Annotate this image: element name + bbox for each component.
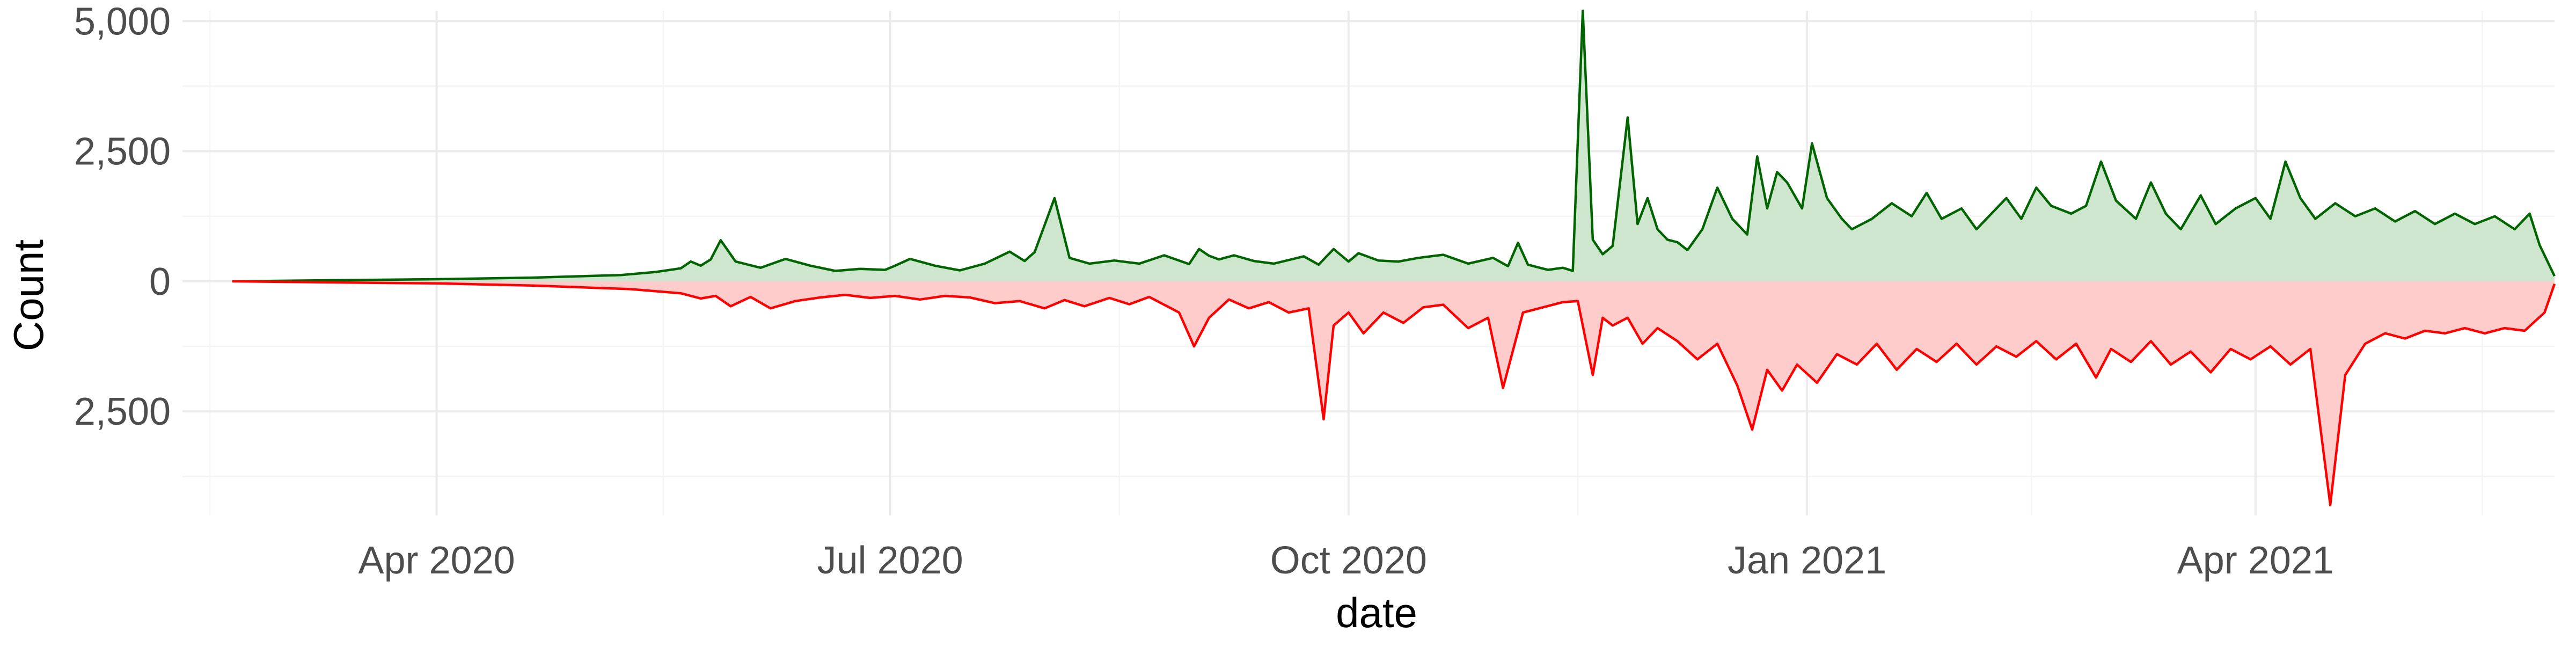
y-axis-title: Count bbox=[5, 239, 52, 351]
y-axis-tick-labels: 5,000 2,500 0 2,500 bbox=[74, 0, 171, 433]
y-tick-label: 2,500 bbox=[74, 130, 171, 173]
series-area-positive bbox=[232, 11, 2555, 281]
y-tick-label: 0 bbox=[149, 260, 171, 303]
y-tick-label: 5,000 bbox=[74, 0, 171, 43]
x-tick-label: Apr 2020 bbox=[358, 539, 515, 582]
x-axis-tick-labels: Apr 2020 Jul 2020 Oct 2020 Jan 2021 Apr 2021 bbox=[358, 539, 2334, 582]
series-line-negative bbox=[232, 280, 2556, 506]
series-lines bbox=[232, 9, 2556, 506]
series-line-positive bbox=[232, 9, 2556, 283]
series-area-negative bbox=[232, 281, 2555, 505]
series-areas bbox=[232, 11, 2555, 505]
y-tick-label: 2,500 bbox=[74, 390, 171, 433]
x-tick-label: Oct 2020 bbox=[1270, 539, 1427, 582]
x-tick-label: Apr 2021 bbox=[2177, 539, 2334, 582]
x-axis-title: date bbox=[1336, 589, 1417, 636]
x-tick-label: Jan 2021 bbox=[1728, 539, 1886, 582]
x-tick-label: Jul 2020 bbox=[817, 539, 963, 582]
